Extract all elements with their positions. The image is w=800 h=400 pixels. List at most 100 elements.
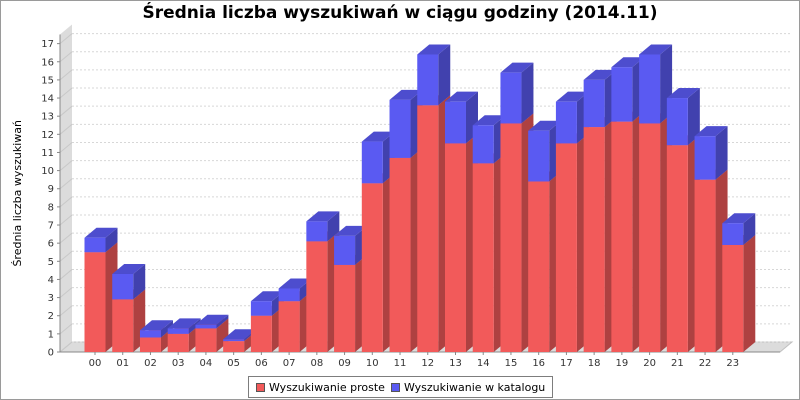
- bar-23-simple: [722, 234, 756, 352]
- gridline-side: [59, 269, 73, 280]
- bar-23-catalog: [722, 213, 756, 245]
- bar-01-catalog: [112, 263, 146, 300]
- bar-top: [722, 213, 756, 224]
- x-tick-label: 17: [560, 358, 573, 369]
- bar-12-catalog: [417, 44, 451, 106]
- bar-side: [438, 44, 451, 106]
- y-axis-label: Średnia liczba wyszukiwań: [11, 120, 24, 267]
- bar-side: [715, 126, 728, 180]
- y-tick-label: 1: [48, 329, 54, 340]
- y-tick-label: 13: [41, 112, 54, 123]
- bar-front: [555, 101, 577, 144]
- bar-top: [472, 115, 506, 126]
- legend-item-catalog: Wyszukiwanie w katalogu: [390, 380, 546, 394]
- legend-swatch-simple: [256, 382, 265, 392]
- bar-side: [327, 211, 340, 242]
- bar-top: [417, 44, 451, 55]
- gridline-side: [59, 323, 73, 335]
- bar-top: [223, 329, 257, 340]
- bar-top: [611, 57, 645, 68]
- x-tick-label: 14: [477, 358, 490, 369]
- legend: Wyszukiwanie proste Wyszukiwanie w katal…: [248, 376, 554, 398]
- bar-front: [500, 72, 522, 124]
- bar-front: [611, 67, 633, 122]
- gridline-side: [59, 196, 73, 208]
- y-tick-label: 12: [41, 130, 54, 141]
- bar-front: [306, 241, 328, 352]
- bar-top: [444, 91, 478, 102]
- bar-front: [472, 125, 494, 164]
- bar-top: [334, 225, 368, 236]
- bar-front: [722, 223, 744, 245]
- x-tick-label: 13: [449, 358, 462, 369]
- bar-side: [521, 62, 534, 124]
- bar-side: [216, 314, 229, 329]
- y-tick-label: 6: [48, 239, 54, 250]
- y-tick-label: 4: [48, 275, 54, 286]
- y-tick-label: 14: [41, 94, 54, 105]
- bar-front: [250, 301, 272, 316]
- y-tick-label: 8: [48, 202, 54, 213]
- bar-top: [500, 62, 534, 73]
- gridline-side: [59, 178, 73, 190]
- bar-front: [417, 105, 439, 353]
- bar-22-catalog: [694, 126, 728, 180]
- x-tick-label: 22: [699, 358, 712, 369]
- y-tick-label: 15: [41, 75, 54, 86]
- gridline-side: [59, 123, 73, 135]
- plot-side-wall: [60, 24, 72, 353]
- bar-13-catalog: [444, 91, 478, 144]
- gridline-side: [59, 69, 73, 81]
- bar-front: [639, 123, 661, 352]
- bar-layer: [84, 44, 756, 353]
- x-tick-label: 15: [505, 358, 518, 369]
- bar-front: [167, 328, 189, 334]
- bar-front: [639, 54, 661, 124]
- bar-front: [500, 123, 522, 352]
- bar-top: [666, 88, 700, 99]
- legend-label-catalog: Wyszukiwanie w katalogu: [403, 380, 546, 394]
- bar-front: [334, 264, 356, 352]
- bar-front: [417, 54, 439, 106]
- bar-side: [743, 213, 756, 245]
- bar-top: [306, 211, 340, 222]
- bar-front: [223, 339, 245, 342]
- gridline-side: [59, 33, 73, 45]
- chart-title: Średnia liczba wyszukiwań w ciągu godzin…: [142, 3, 658, 23]
- bar-front: [611, 121, 633, 352]
- bar-22-simple: [694, 169, 728, 352]
- x-tick-label: 02: [144, 358, 157, 369]
- bar-side: [188, 318, 201, 334]
- x-tick-label: 07: [283, 358, 296, 369]
- x-tick-label: 08: [310, 358, 323, 369]
- gridline-side: [59, 160, 73, 171]
- bar-front: [583, 79, 605, 128]
- bar-front: [195, 324, 217, 329]
- bar-side: [743, 234, 756, 352]
- x-tick-label: 19: [616, 358, 629, 369]
- bar-front: [528, 130, 550, 182]
- bar-side: [133, 263, 146, 300]
- bar-02-catalog: [139, 320, 173, 338]
- bar-top: [639, 44, 673, 55]
- bar-front: [444, 143, 466, 352]
- y-tick-label: 10: [41, 166, 54, 177]
- bar-04-catalog: [195, 314, 229, 329]
- bar-15-catalog: [500, 62, 534, 124]
- bar-front: [139, 337, 161, 352]
- bar-10-catalog: [361, 131, 395, 184]
- x-tick-label: 16: [532, 358, 545, 369]
- bar-front: [139, 330, 161, 338]
- bar-top: [167, 318, 201, 329]
- x-tick-label: 01: [116, 358, 129, 369]
- x-tick-label: 10: [366, 358, 379, 369]
- bar-top: [250, 291, 284, 302]
- bar-front: [555, 143, 577, 352]
- gridline-side: [59, 341, 73, 353]
- bar-side: [160, 320, 173, 338]
- bar-front: [112, 299, 134, 352]
- bar-front: [361, 141, 383, 184]
- y-tick-label: 5: [48, 257, 54, 268]
- bar-side: [105, 227, 118, 253]
